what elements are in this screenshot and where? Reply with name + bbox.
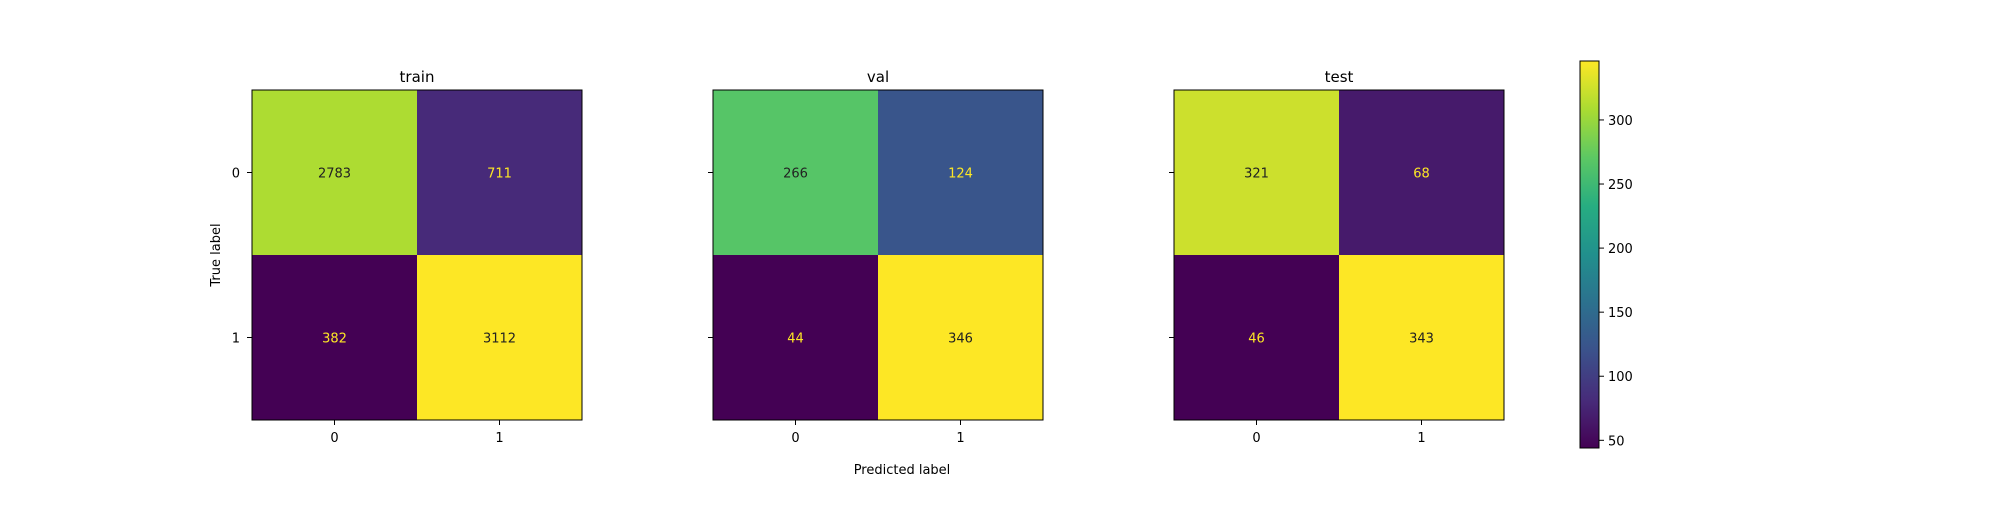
colorbar-tick-label: 150	[1608, 306, 1633, 321]
colorbar-tick-label: 200	[1608, 242, 1633, 257]
shared-xlabel: Predicted label	[854, 463, 951, 478]
cell-label-train-0-1: 711	[487, 167, 512, 182]
cell-test-0-1	[1339, 90, 1504, 255]
x-tick-label: 0	[330, 431, 338, 446]
cell-train-1-0	[252, 255, 417, 420]
y-axis-label: True label	[209, 223, 224, 287]
y-tick-label: 0	[232, 167, 240, 182]
colorbar-tick-label: 50	[1608, 434, 1625, 449]
x-tick-label: 0	[791, 431, 799, 446]
panel-title: val	[867, 68, 889, 86]
cell-test-1-1	[1339, 255, 1504, 420]
axes-frame	[712, 89, 1044, 421]
axes-frame	[1173, 89, 1505, 421]
panels: 2783 711 382 3112 train 0 1 0 1 True label 266 124 4…	[209, 68, 1505, 446]
cell-label-train-1-1: 3112	[483, 332, 516, 347]
panel-val: 266 124 44 346 val 0 1	[708, 68, 1044, 446]
x-tick-label: 1	[495, 431, 503, 446]
colorbar-gradient	[1580, 61, 1599, 448]
cell-label-val-1-0: 44	[787, 332, 804, 347]
x-tick-label: 1	[1417, 431, 1425, 446]
cell-label-train-1-0: 382	[322, 332, 347, 347]
colorbar-frame	[1579, 60, 1600, 449]
colorbar: 50 100 150 200 250 300	[1579, 60, 1633, 449]
cell-label-test-0-0: 321	[1244, 167, 1269, 182]
cell-label-val-1-1: 346	[948, 332, 973, 347]
cell-label-test-1-0: 46	[1248, 332, 1265, 347]
cell-test-1-0	[1174, 255, 1339, 420]
cell-label-train-0-0: 2783	[318, 167, 351, 182]
colorbar-tick-label: 250	[1608, 178, 1633, 193]
y-tick-label: 1	[232, 332, 240, 347]
colorbar-tick-label: 300	[1608, 114, 1633, 129]
cell-val-0-1	[878, 90, 1043, 255]
cell-train-1-1	[417, 255, 582, 420]
cell-label-val-0-1: 124	[948, 167, 973, 182]
cell-train-0-0	[252, 90, 417, 255]
cell-val-1-0	[713, 255, 878, 420]
x-tick-label: 1	[956, 431, 964, 446]
panel-test: 321 68 46 343 test 0 1	[1169, 68, 1505, 446]
panel-train: 2783 711 382 3112 train 0 1 0 1 True label	[209, 68, 583, 446]
cell-val-1-1	[878, 255, 1043, 420]
cell-val-0-0	[713, 90, 878, 255]
cell-test-0-0	[1174, 90, 1339, 255]
cell-train-0-1	[417, 90, 582, 255]
cell-label-test-0-1: 68	[1413, 167, 1430, 182]
axes-frame	[251, 89, 583, 421]
cell-label-val-0-0: 266	[783, 167, 808, 182]
colorbar-tick-label: 100	[1608, 370, 1633, 385]
x-tick-label: 0	[1252, 431, 1260, 446]
panel-title: test	[1325, 68, 1354, 86]
cell-label-test-1-1: 343	[1409, 332, 1434, 347]
panel-title: train	[400, 68, 435, 86]
